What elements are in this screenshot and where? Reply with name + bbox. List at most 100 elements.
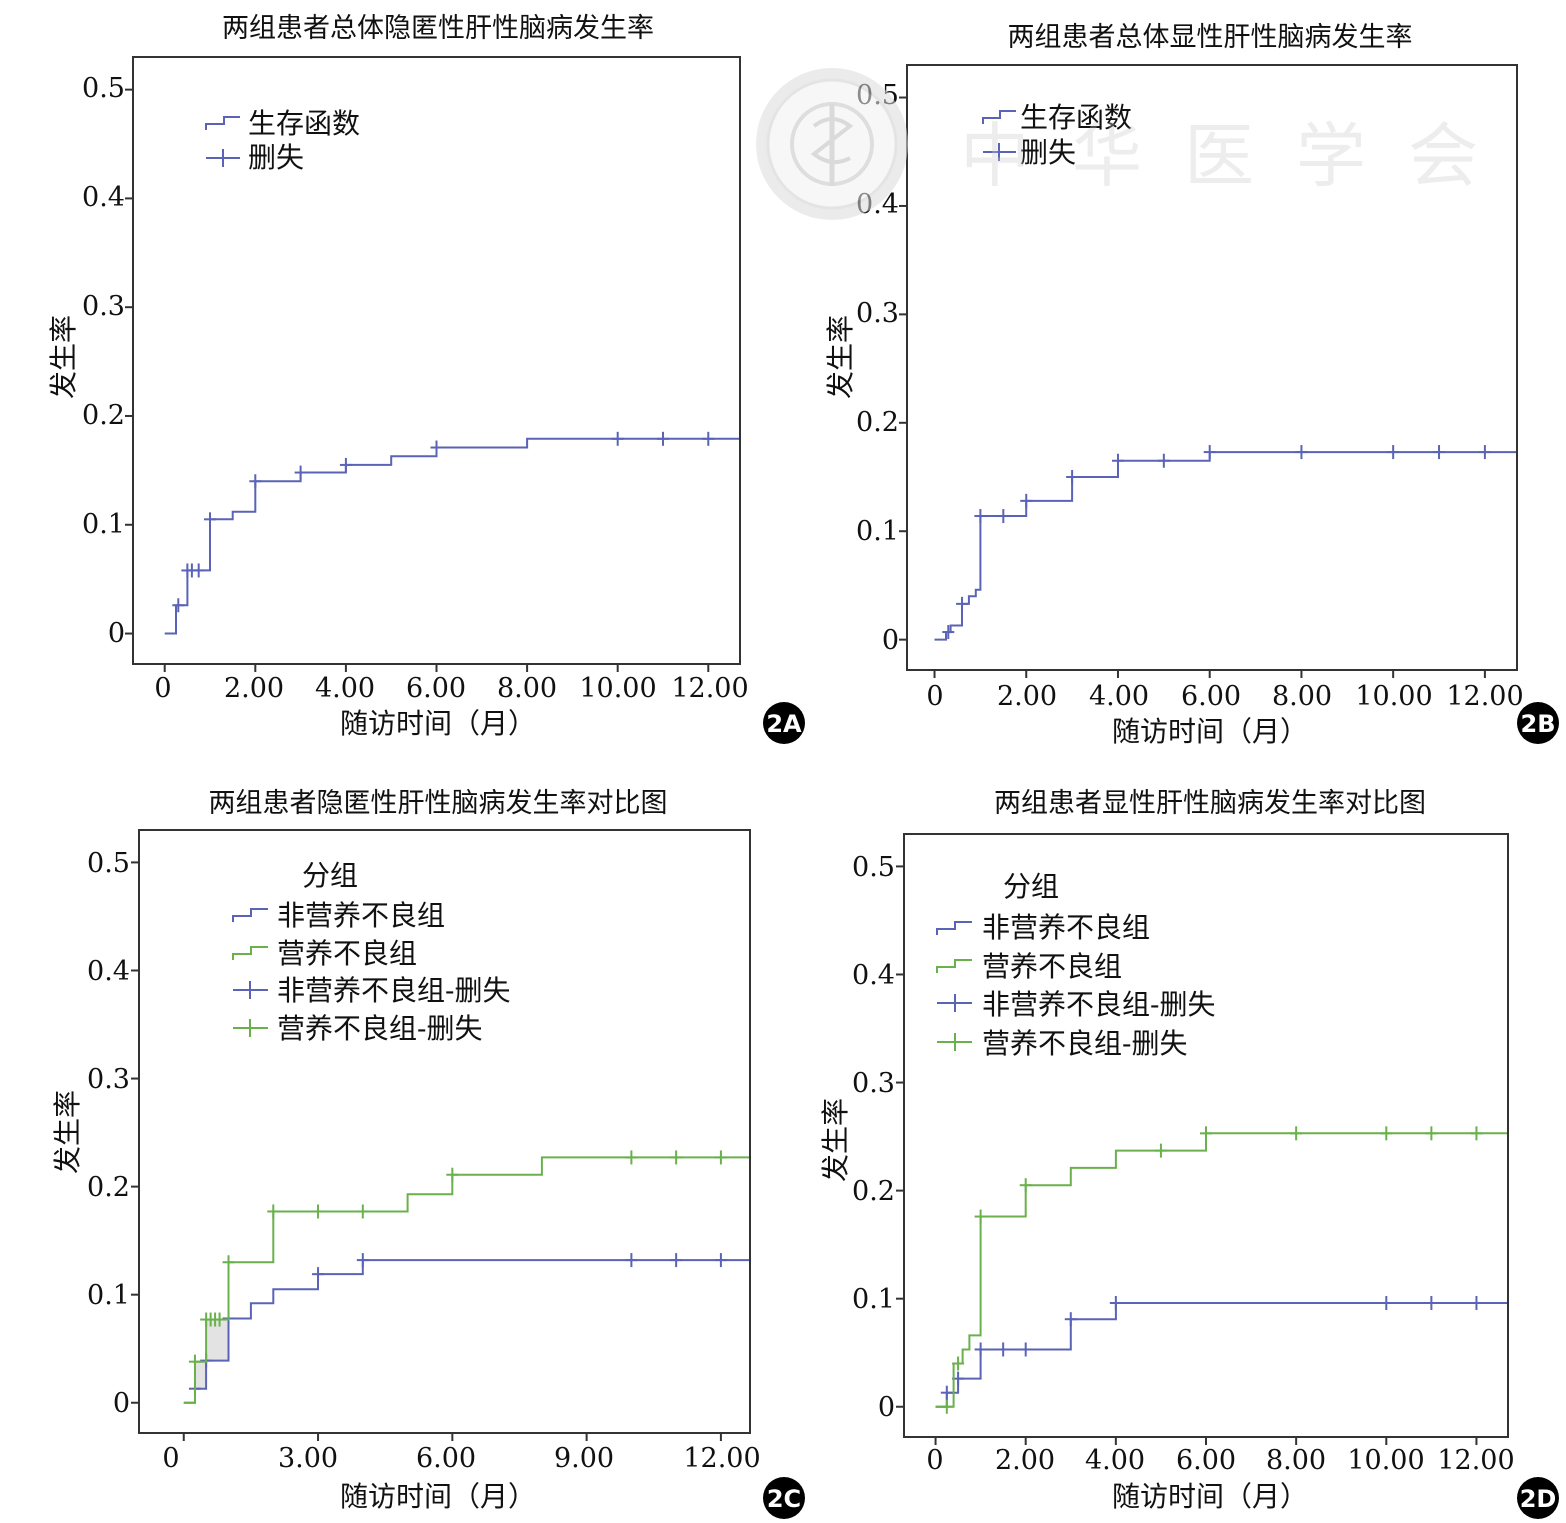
panel-2d-xtick-label: 8.00 xyxy=(1266,1445,1326,1476)
badge-2d: 2D xyxy=(1517,1477,1559,1519)
panel-2b-legend-cross-glyph xyxy=(983,143,1016,161)
panel-2d-title: 两组患者显性肝性脑病发生率对比图 xyxy=(994,788,1426,819)
panel-2c-y-axis-label: 发生率 xyxy=(51,1090,84,1174)
panel-2c-series-b-censor-mark-11 xyxy=(670,1150,683,1165)
panel-2c-xtick-label: 3.00 xyxy=(278,1443,338,1474)
panel-2a: 两组患者总体隐匿性肝性脑病发生率 0 0.1 0.2 0.3 0.4 0.5 0… xyxy=(47,13,749,740)
panel-2b-series-a-censor-mark-0 xyxy=(942,625,955,640)
badge-2c: 2C xyxy=(763,1477,805,1519)
panel-2d-series-a-step-line xyxy=(935,1302,1507,1408)
panel-2d-series-a-censor-mark-0 xyxy=(940,1385,953,1400)
panel-2c-series-b-censor-mark-0 xyxy=(188,1354,201,1369)
panel-2d-legend-step-green xyxy=(936,959,972,973)
panel-2d-x-axis-label: 随访时间（月） xyxy=(1112,1480,1308,1513)
panel-2b-x-ticks: 0 2.00 4.00 6.00 8.00 10.00 12.00 xyxy=(926,681,1523,712)
panel-2c-series-b-censor-mark-9 xyxy=(446,1167,459,1182)
panel-2d-series-b-censor-mark-5 xyxy=(1200,1126,1212,1141)
panel-2c-series-a-censor-mark-3 xyxy=(312,1267,325,1282)
panel-2a-series-a-censor-mark-10 xyxy=(656,431,669,446)
panel-2a-xtick-label: 8.00 xyxy=(497,673,557,704)
panel-2d-legend-cross-blue xyxy=(937,994,972,1012)
panel-2d: 两组患者显性肝性脑病发生率对比图 0 0.1 0.2 0.3 0.4 0.5 0… xyxy=(819,788,1515,1513)
panel-2a-ytick-5: 0.5 xyxy=(82,73,125,104)
panel-2b-series-a-censor-mark-3 xyxy=(997,509,1010,524)
panel-2a-ytick-label: 0.1 xyxy=(82,509,125,540)
panel-2a-series-a-censor-mark-11 xyxy=(702,431,715,446)
panel-2a-ytick-label: 0.3 xyxy=(82,291,125,322)
panel-2d-legend-step-blue xyxy=(936,921,972,935)
panel-2d-legend-label-non-malnutrition: 非营养不良组 xyxy=(982,911,1150,944)
panel-2d-ytick-label: 0.1 xyxy=(852,1284,895,1315)
panel-2c-legend-cross-green xyxy=(233,1019,268,1037)
panel-2b-ytick-label: 0.3 xyxy=(856,298,899,329)
panel-2b-x-axis-label: 随访时间（月） xyxy=(1112,715,1308,748)
panel-2a-series-a-censor-mark-6 xyxy=(294,465,307,480)
panel-2a-legend-step-glyph xyxy=(205,116,240,130)
panel-2a-xtick-label: 12.00 xyxy=(671,673,748,704)
badge-2a: 2A xyxy=(763,702,805,744)
panel-2a-ytick-label: 0.2 xyxy=(82,400,125,431)
panel-2a-legend-label-survival: 生存函数 xyxy=(248,107,360,140)
panel-2c-series-a-step-line xyxy=(183,1259,749,1404)
panel-2b-ytick-label: 0.1 xyxy=(856,516,899,547)
panel-2d-series-a-censor-mark-9 xyxy=(1470,1296,1483,1310)
panel-2c-series-b-censor-mark-6 xyxy=(267,1204,280,1219)
panel-2b-ytick-label: 0 xyxy=(882,625,899,656)
panel-2c: 两组患者隐匿性肝性脑病发生率对比图 0 0.1 0.2 0.3 0.4 0.5 … xyxy=(51,788,761,1513)
panel-2c-ytick-label: 0.3 xyxy=(87,1064,130,1095)
panel-2c-series-a-censor-mark-6 xyxy=(670,1253,683,1268)
panel-2a-series-a-censor-mark-8 xyxy=(430,440,443,455)
badge-2a-label: 2A xyxy=(766,710,802,738)
panel-2c-ytick-label: 0.4 xyxy=(87,956,130,987)
panel-2d-series-b-censor-mark-6 xyxy=(1290,1126,1303,1141)
panel-2a-xtick-label: 4.00 xyxy=(315,673,375,704)
panel-2d-legend: 分组 非营养不良组 营养不良组 非营养不良组-删失 营养不良组-删失 xyxy=(936,870,1215,1060)
panel-2c-series-b-censor-mark-12 xyxy=(714,1150,727,1165)
panel-2c-series-b-step-line xyxy=(183,1156,749,1404)
panel-2c-x-axis-label: 随访时间（月） xyxy=(340,1480,536,1513)
panel-2d-ytick-label: 0.4 xyxy=(852,960,895,991)
panel-2c-data-marks xyxy=(131,861,749,1441)
panel-2c-ytick-label: 0 xyxy=(113,1388,130,1419)
panel-2a-xtick-label: 0 xyxy=(154,673,171,704)
watermark-seal-logo xyxy=(756,68,908,220)
panel-2a-ytick-label: 0.4 xyxy=(82,182,125,213)
panel-2c-ytick-label: 0.5 xyxy=(87,848,130,879)
panel-2a-plot-frame xyxy=(132,56,741,665)
panel-2d-ytick-label: 0 xyxy=(878,1392,895,1423)
panel-2d-x-ticks: 0 2.00 4.00 6.00 8.00 10.00 12.00 xyxy=(926,1445,1514,1476)
panel-2a-series-a-censor-mark-5 xyxy=(249,474,262,489)
panel-2b-xtick-label: 2.00 xyxy=(997,681,1057,712)
panel-2d-xtick-label: 6.00 xyxy=(1176,1445,1236,1476)
panel-2c-legend: 分组 非营养不良组 营养不良组 非营养不良组-删失 营养不良组-删失 xyxy=(232,859,510,1045)
panel-2b: 两组患者总体显性肝性脑病发生率 0 0.1 0.2 0.3 0.4 0.5 0 … xyxy=(824,22,1524,748)
panel-2d-y-ticks: 0 0.1 0.2 0.3 0.4 0.5 xyxy=(852,852,895,1423)
panel-2c-legend-label-malnutrition-censored: 营养不良组-删失 xyxy=(277,1012,482,1045)
panel-2b-ytick-label: 0.2 xyxy=(856,407,899,438)
panel-2b-y-axis-label: 发生率 xyxy=(824,315,857,399)
panel-2a-ytick-label: 0 xyxy=(108,618,125,649)
panel-2d-series-a-censor-mark-3 xyxy=(997,1342,1010,1357)
panel-2a-ytick-0: 0 xyxy=(108,618,125,649)
panel-2c-series-b-censor-mark-7 xyxy=(312,1204,325,1219)
panel-2c-legend-cross-blue xyxy=(233,981,268,999)
panel-2a-title: 两组患者总体隐匿性肝性脑病发生率 xyxy=(222,13,654,44)
panel-2b-series-a-censor-mark-5 xyxy=(1066,470,1079,485)
panel-2b-xtick-label: 6.00 xyxy=(1181,681,1241,712)
panel-2a-x-axis-label: 随访时间（月） xyxy=(340,707,536,740)
panel-2c-ytick-label: 0.2 xyxy=(87,1172,130,1203)
watermark-text: 中华医学会 xyxy=(960,115,1520,197)
panel-2d-legend-cross-green xyxy=(937,1033,972,1051)
panel-2c-legend-step-blue xyxy=(232,908,268,922)
panel-2b-xtick-label: 10.00 xyxy=(1355,681,1432,712)
badge-2c-label: 2C xyxy=(767,1485,801,1513)
panel-2b-series-a-censor-mark-10 xyxy=(1387,445,1400,460)
panel-2c-series-b-censor-mark-10 xyxy=(625,1150,638,1165)
panel-2d-xtick-label: 4.00 xyxy=(1085,1445,1145,1476)
panel-2b-series-a-censor-mark-7 xyxy=(1157,453,1170,468)
panel-2b-series-a-censor-mark-1 xyxy=(956,596,969,611)
panel-2d-legend-title: 分组 xyxy=(1003,870,1059,903)
panel-2a-x-ticks: 0 2.00 4.00 6.00 8.00 10.00 12.00 xyxy=(154,673,748,704)
panel-2a-series-a-censor-mark-7 xyxy=(339,457,352,472)
